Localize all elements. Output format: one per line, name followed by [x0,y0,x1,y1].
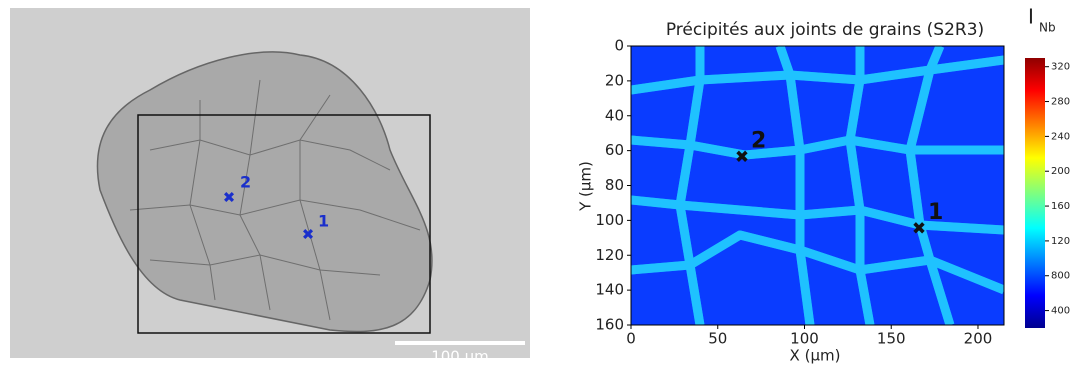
y-tick-label: 0 [614,37,624,55]
y-tick-label: 20 [605,71,624,89]
y-axis-label: Y (µm) [577,161,595,212]
y-tick-label: 80 [605,176,624,194]
y-tick-label: 40 [605,106,624,124]
colorbar-tick-label: 400 [1051,306,1070,317]
y-tick-label: 160 [595,316,624,334]
heatmap-image [631,46,1004,325]
x-tick-label: 150 [877,330,906,348]
colorbar-tick-label: 1200 [1051,236,1070,247]
colorbar-tick-label: 2400 [1051,131,1070,142]
y-tick-label: 120 [595,246,624,264]
colorbar-tick-label: 1600 [1051,201,1070,212]
colorbar-label: I [1028,5,1034,29]
colorbar-tick-label: 3200 [1051,62,1070,73]
svg-text:✖: ✖ [223,189,236,207]
colorbar-tick-label: 800 [1051,271,1070,282]
x-tick-label: 100 [790,330,819,348]
x-tick-label: 50 [708,330,727,348]
point-label: 1 [928,200,943,225]
marker-label: 2 [240,173,251,192]
y-tick-label: 60 [605,141,624,159]
y-tick-label: 140 [595,281,624,299]
point-marker: ✖ [735,148,749,168]
colorbar [1025,58,1045,328]
point-label: 2 [751,129,766,154]
scale-bar-label: 100 µm [431,348,489,366]
colorbar-label-sub: Nb [1039,21,1056,35]
x-tick-label: 0 [626,330,636,348]
x-axis-label: X (µm) [790,347,841,365]
marker-label: 1 [318,212,329,231]
svg-text:✖: ✖ [302,226,315,244]
x-tick-label: 200 [964,330,993,348]
micrograph: 100 µm ✖ 2 ✖ 1 [10,8,530,366]
y-tick-label: 100 [595,211,624,229]
colorbar-tick-label: 2800 [1051,97,1070,108]
chart-title: Précipités aux joints de grains (S2R3) [666,20,984,40]
point-marker: ✖ [912,219,926,239]
